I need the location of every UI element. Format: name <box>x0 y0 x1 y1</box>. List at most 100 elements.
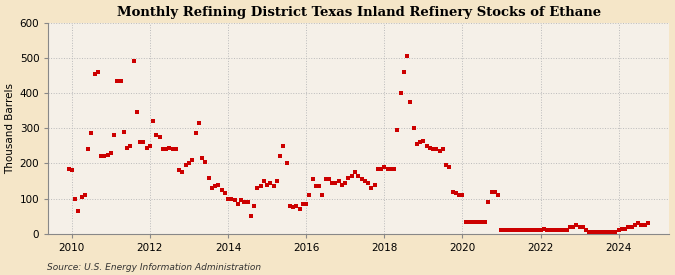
Point <box>135 140 146 144</box>
Point <box>109 133 119 138</box>
Point <box>164 145 175 150</box>
Point <box>630 223 641 227</box>
Point <box>584 230 595 234</box>
Point <box>457 193 468 197</box>
Point <box>232 202 243 206</box>
Point <box>330 181 341 185</box>
Point <box>362 181 373 185</box>
Point <box>187 158 198 162</box>
Point <box>512 228 523 233</box>
Point <box>213 182 223 187</box>
Point <box>184 161 194 166</box>
Point <box>623 225 634 229</box>
Point <box>558 228 569 233</box>
Point <box>333 179 344 183</box>
Point <box>398 70 409 74</box>
Point <box>314 184 325 189</box>
Point <box>473 219 484 224</box>
Point <box>255 184 266 189</box>
Point <box>529 228 539 233</box>
Point <box>210 184 221 189</box>
Point <box>177 170 188 174</box>
Point <box>480 219 491 224</box>
Point <box>128 59 139 64</box>
Point <box>359 179 370 183</box>
Point <box>323 177 334 182</box>
Point <box>425 145 435 150</box>
Point <box>632 221 643 226</box>
Y-axis label: Thousand Barrels: Thousand Barrels <box>5 83 16 174</box>
Point <box>389 167 400 171</box>
Point <box>522 228 533 233</box>
Point <box>271 179 282 183</box>
Point <box>83 147 94 152</box>
Point <box>171 147 182 152</box>
Point <box>307 177 318 182</box>
Point <box>200 160 211 164</box>
Point <box>591 230 601 234</box>
Point <box>525 228 536 233</box>
Point <box>535 228 546 233</box>
Point <box>230 198 240 203</box>
Point <box>366 186 377 190</box>
Point <box>105 151 116 155</box>
Point <box>174 168 185 173</box>
Point <box>493 193 504 197</box>
Point <box>587 230 598 234</box>
Point <box>343 175 354 180</box>
Point <box>385 167 396 171</box>
Point <box>112 78 123 83</box>
Point <box>301 202 312 206</box>
Point <box>373 167 383 171</box>
Point <box>239 200 250 204</box>
Point <box>620 226 630 231</box>
Point <box>99 154 110 159</box>
Point <box>571 223 582 227</box>
Point <box>431 147 441 152</box>
Point <box>610 230 621 234</box>
Point <box>405 100 416 104</box>
Point <box>555 228 566 233</box>
Point <box>607 230 618 234</box>
Point <box>574 225 585 229</box>
Point <box>434 149 445 153</box>
Point <box>369 182 380 187</box>
Point <box>414 140 425 144</box>
Point <box>148 119 159 123</box>
Point <box>207 186 217 190</box>
Point <box>614 228 624 233</box>
Point <box>428 147 439 152</box>
Point <box>119 130 130 134</box>
Point <box>441 163 452 167</box>
Point <box>444 165 455 169</box>
Point <box>346 174 357 178</box>
Title: Monthly Refining District Texas Inland Refinery Stocks of Ethane: Monthly Refining District Texas Inland R… <box>117 6 601 18</box>
Point <box>63 167 74 171</box>
Point <box>70 196 80 201</box>
Point <box>193 121 204 125</box>
Point <box>483 200 494 204</box>
Point <box>242 200 253 204</box>
Point <box>80 193 90 197</box>
Point <box>102 152 113 157</box>
Point <box>594 230 605 234</box>
Point <box>125 144 136 148</box>
Point <box>496 228 507 233</box>
Point <box>216 188 227 192</box>
Point <box>259 179 269 183</box>
Point <box>539 226 549 231</box>
Point <box>506 228 516 233</box>
Point <box>157 147 168 152</box>
Point <box>603 230 614 234</box>
Point <box>395 91 406 95</box>
Point <box>448 189 458 194</box>
Point <box>561 228 572 233</box>
Point <box>356 177 367 182</box>
Point <box>155 135 165 139</box>
Point <box>580 228 591 233</box>
Point <box>392 128 403 132</box>
Point <box>350 170 360 174</box>
Point <box>138 140 148 144</box>
Point <box>643 221 653 226</box>
Point <box>545 228 556 233</box>
